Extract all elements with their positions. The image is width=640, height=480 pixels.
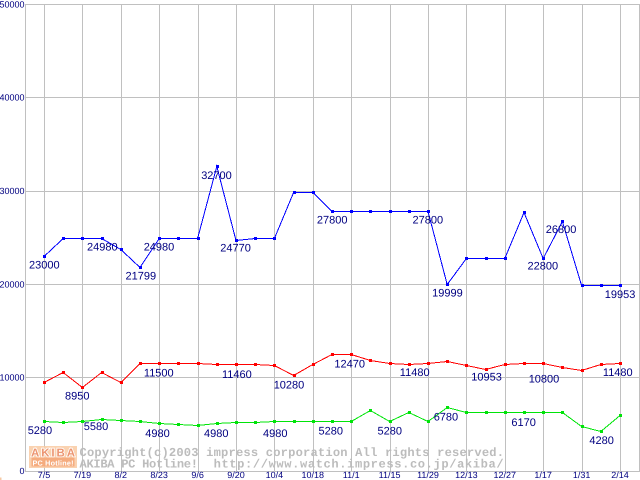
svg-text:Copyright(c)2003 impress corpo: Copyright(c)2003 impress corporation All… — [80, 446, 505, 460]
svg-text:AKIBA: AKIBA — [31, 448, 75, 460]
svg-text:6780: 6780 — [434, 411, 458, 423]
svg-text:30000: 30000 — [0, 186, 25, 196]
svg-text:5280: 5280 — [378, 425, 402, 437]
svg-text:12/13: 12/13 — [455, 470, 478, 480]
svg-text:27800: 27800 — [413, 214, 444, 226]
svg-text:7/19: 7/19 — [74, 470, 92, 480]
svg-text:1/17: 1/17 — [534, 470, 552, 480]
svg-text:24770: 24770 — [220, 242, 251, 254]
svg-text:8950: 8950 — [65, 391, 89, 403]
svg-text:19999: 19999 — [432, 287, 463, 299]
svg-text:6170: 6170 — [511, 417, 535, 429]
svg-text:11/15: 11/15 — [379, 470, 401, 480]
svg-text:5280: 5280 — [319, 425, 343, 437]
svg-text:http://www.watch.impress.co.jp: http://www.watch.impress.co.jp/akiba/ — [214, 458, 504, 472]
svg-text:23000: 23000 — [29, 259, 60, 271]
svg-text:24980: 24980 — [87, 242, 118, 254]
svg-text:10/18: 10/18 — [302, 470, 325, 480]
svg-text:40000: 40000 — [0, 93, 25, 103]
svg-text:10/4: 10/4 — [266, 470, 284, 480]
svg-text:0: 0 — [19, 466, 24, 476]
svg-text:7/5: 7/5 — [38, 470, 51, 480]
svg-text:12470: 12470 — [334, 358, 365, 370]
svg-text:4980: 4980 — [263, 428, 287, 440]
svg-text:8/23: 8/23 — [150, 470, 168, 480]
svg-text:9/6: 9/6 — [191, 470, 204, 480]
svg-text:24980: 24980 — [144, 242, 175, 254]
svg-text:AKIBA: AKIBA — [31, 448, 75, 460]
svg-text:11480: 11480 — [603, 367, 633, 379]
svg-text:50000: 50000 — [0, 0, 25, 9]
svg-text:21799: 21799 — [126, 271, 157, 283]
svg-text:1/31: 1/31 — [573, 470, 591, 480]
svg-text:11460: 11460 — [222, 369, 252, 381]
svg-text:32700: 32700 — [201, 170, 232, 182]
svg-text:5280: 5280 — [28, 425, 52, 437]
svg-text:11500: 11500 — [144, 367, 174, 379]
svg-text:20000: 20000 — [0, 279, 25, 289]
svg-text:26800: 26800 — [546, 224, 577, 236]
svg-text:12/27: 12/27 — [494, 470, 517, 480]
svg-text:11/29: 11/29 — [417, 470, 439, 480]
svg-text:4980: 4980 — [204, 428, 228, 440]
svg-text:27800: 27800 — [317, 214, 348, 226]
svg-text:22800: 22800 — [528, 261, 559, 273]
svg-text:AKIBA PC Hotline!: AKIBA PC Hotline! — [80, 458, 199, 472]
svg-text:10953: 10953 — [471, 372, 502, 384]
svg-text:PC Hotline!: PC Hotline! — [33, 458, 74, 467]
svg-text:19953: 19953 — [605, 289, 636, 301]
svg-text:5580: 5580 — [84, 421, 108, 433]
svg-text:10800: 10800 — [529, 374, 560, 386]
svg-text:11/1: 11/1 — [343, 470, 360, 480]
svg-text:4980: 4980 — [145, 428, 169, 440]
svg-text:10000: 10000 — [0, 373, 25, 383]
svg-text:8/2: 8/2 — [115, 470, 128, 480]
svg-text:9/20: 9/20 — [227, 470, 245, 480]
svg-text:4280: 4280 — [589, 435, 613, 447]
svg-text:10280: 10280 — [274, 380, 305, 392]
svg-text:11480: 11480 — [400, 367, 430, 379]
svg-text:2/14: 2/14 — [611, 470, 629, 480]
